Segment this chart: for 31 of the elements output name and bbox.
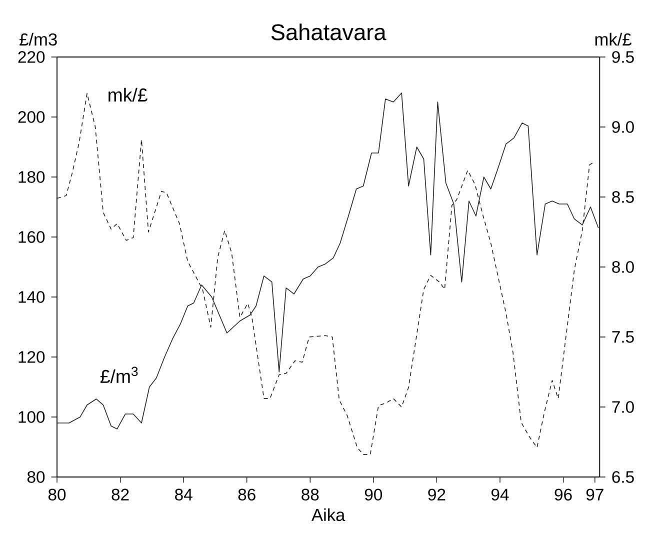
y2-tick-label: 6.5: [612, 471, 634, 483]
y-tick-label: 140: [18, 291, 45, 303]
y-tick-label: 120: [18, 351, 45, 363]
y2-tick-label: 9.5: [612, 51, 634, 63]
y2-axis-title: mk/£: [595, 32, 632, 46]
y-tick-label: 100: [18, 411, 45, 423]
y2-tick-label: 8.5: [612, 191, 634, 203]
chart-title: Sahatavara: [271, 24, 386, 40]
x-tick-label: 84: [175, 488, 192, 501]
y-tick-label: 80: [27, 471, 45, 483]
x-axis-title: Aika: [312, 508, 346, 522]
y2-tick-label: 9.0: [612, 121, 634, 133]
x-tick-label: 80: [48, 488, 66, 501]
x-tick-label: 86: [238, 488, 256, 501]
x-tick-label: 88: [302, 488, 319, 501]
y-tick-label: 160: [18, 231, 45, 243]
x-tick-label: 92: [428, 488, 446, 501]
x-tick-label: 94: [492, 488, 509, 501]
x-tick-label: 96: [554, 488, 572, 501]
y2-tick-label: 7.0: [612, 401, 634, 413]
series-label: £/m$^{3}$: [100, 366, 138, 384]
y-tick-label: 220: [18, 51, 45, 63]
y-axis-title: £/m3: [20, 32, 57, 46]
x-tick-label: 90: [364, 488, 382, 501]
x-tick-label: 97: [586, 488, 604, 501]
y-tick-label: 200: [18, 111, 45, 123]
series-label: mk/£: [108, 88, 148, 102]
y2-tick-label: 8.0: [612, 261, 634, 273]
y2-tick-label: 7.5: [612, 331, 634, 343]
y-tick-label: 180: [18, 171, 45, 183]
x-tick-label: 82: [112, 488, 129, 501]
